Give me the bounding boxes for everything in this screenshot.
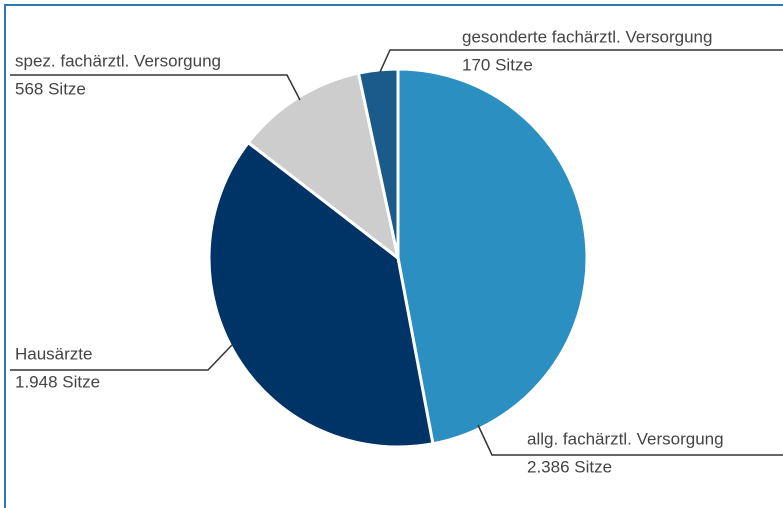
slice-label: Hausärzte <box>15 344 92 363</box>
slice-label: spez. fachärztl. Versorgung <box>15 51 221 70</box>
pie-slice <box>246 71 401 262</box>
slice-label: allg. fachärztl. Versorgung <box>527 429 724 448</box>
value-label: 170 Sitze <box>462 55 533 74</box>
value-label: 2.386 Sitze <box>527 457 612 476</box>
leader-line <box>10 74 301 101</box>
value-label: 568 Sitze <box>15 79 86 98</box>
pie-slice <box>356 67 400 259</box>
leader-line <box>379 49 783 73</box>
leader-line <box>10 344 233 371</box>
slice-label: gesonderte fachärztl. Versorgung <box>462 27 712 46</box>
frame <box>4 4 783 508</box>
pie-slice <box>396 67 589 446</box>
leader-line <box>477 424 783 456</box>
pie-slice <box>207 140 435 449</box>
value-label: 1.948 Sitze <box>15 372 100 391</box>
